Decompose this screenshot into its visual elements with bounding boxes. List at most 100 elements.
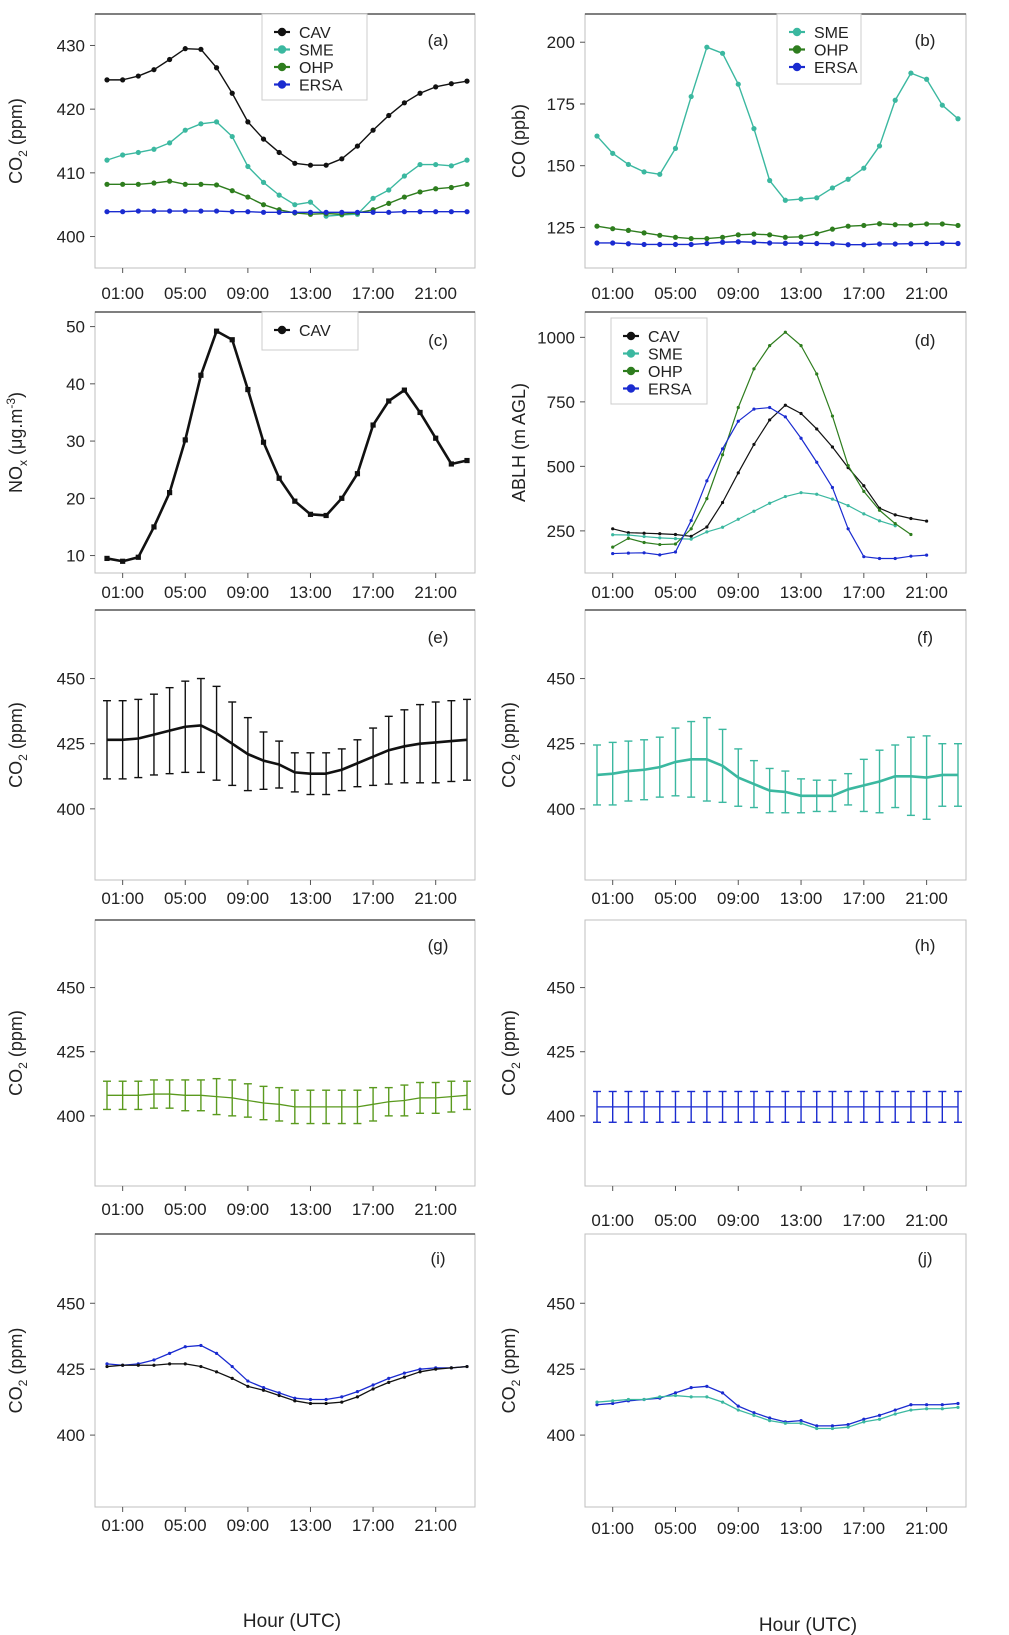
data-point xyxy=(307,511,314,517)
data-point xyxy=(245,119,251,125)
data-point xyxy=(417,409,423,416)
data-point xyxy=(955,222,961,229)
data-point xyxy=(213,328,220,334)
y-tick-label: 125 xyxy=(547,218,575,237)
data-point xyxy=(121,1363,125,1367)
data-point xyxy=(626,533,630,537)
data-point xyxy=(433,161,439,168)
data-point xyxy=(401,194,407,200)
data-point xyxy=(751,126,757,132)
data-point xyxy=(198,372,204,378)
data-point xyxy=(229,90,235,96)
data-point xyxy=(768,1418,772,1423)
data-point xyxy=(464,209,470,215)
y-tick-label: 30 xyxy=(66,432,85,451)
data-point xyxy=(213,208,220,214)
data-point xyxy=(230,1364,234,1369)
data-point xyxy=(135,208,141,214)
data-point xyxy=(182,46,188,52)
x-tick-label: 17:00 xyxy=(843,889,886,908)
data-point xyxy=(199,1343,203,1348)
x-tick-label: 05:00 xyxy=(654,583,697,602)
data-point xyxy=(719,239,726,245)
data-point xyxy=(830,445,835,449)
y-tick-label: 200 xyxy=(547,33,575,52)
chart-panels: 01:00 05:00 09:00 13:00 17:00 21:00 400 410 420 4… xyxy=(4,13,967,1538)
x-tick-label: 21:00 xyxy=(905,284,948,303)
data-point xyxy=(783,403,787,407)
data-point xyxy=(213,182,220,188)
y-tick-label: 20 xyxy=(66,489,85,508)
data-point xyxy=(720,447,725,451)
legend: CAV xyxy=(261,311,359,351)
data-point xyxy=(782,197,788,203)
data-point xyxy=(689,527,693,531)
x-tick-label: 13:00 xyxy=(780,284,823,303)
data-point xyxy=(448,209,454,215)
data-point xyxy=(893,522,897,526)
data-point xyxy=(768,418,772,422)
data-point xyxy=(768,501,772,505)
data-point xyxy=(719,234,726,240)
series-line-OHP xyxy=(612,331,912,548)
data-point xyxy=(940,1403,944,1407)
y-tick-label: 750 xyxy=(547,393,575,412)
panel-i: 01:00 05:00 09:00 13:00 17:00 21:00 400 425 450 C… xyxy=(6,1233,476,1535)
data-point xyxy=(876,241,883,247)
legend-label: SME xyxy=(814,25,849,42)
data-point xyxy=(876,221,883,227)
data-point xyxy=(736,1408,740,1412)
data-point xyxy=(720,500,725,505)
data-point xyxy=(845,223,851,229)
data-point xyxy=(736,419,740,423)
y-tick-label: 420 xyxy=(57,100,85,119)
data-point xyxy=(845,242,851,248)
x-tick-label: 13:00 xyxy=(289,1200,332,1219)
panel-a: 01:00 05:00 09:00 13:00 17:00 21:00 400 410 420 4… xyxy=(6,13,476,303)
legend-swatch-marker xyxy=(277,45,287,54)
series-line-OHP xyxy=(596,223,959,240)
legend-swatch-marker xyxy=(277,62,287,72)
data-point xyxy=(104,157,110,163)
y-tick-label: 450 xyxy=(547,670,575,689)
data-point xyxy=(120,209,126,215)
x-tick-label: 13:00 xyxy=(289,284,332,303)
legend-swatch-marker xyxy=(792,45,802,54)
data-point xyxy=(672,241,679,248)
data-point xyxy=(260,136,267,142)
data-point xyxy=(610,240,616,246)
data-point xyxy=(151,67,157,73)
data-point xyxy=(292,209,298,215)
data-point xyxy=(246,1379,250,1383)
data-point xyxy=(814,240,820,247)
data-point xyxy=(214,1351,219,1355)
y-tick-label: 400 xyxy=(57,228,85,247)
y-tick-label: 1000 xyxy=(537,328,575,347)
data-point xyxy=(167,489,173,496)
data-point xyxy=(323,162,329,168)
data-point xyxy=(876,143,883,149)
data-point xyxy=(704,235,710,242)
data-point xyxy=(387,1380,391,1384)
data-point xyxy=(182,208,188,214)
series-line-SME xyxy=(596,46,959,201)
x-tick-label: 01:00 xyxy=(591,583,634,602)
data-point xyxy=(276,149,282,156)
data-point xyxy=(798,196,804,202)
data-point xyxy=(594,223,600,229)
series-line-CAV xyxy=(107,724,468,775)
data-point xyxy=(705,1384,709,1388)
data-point xyxy=(277,1391,281,1395)
x-tick-label: 13:00 xyxy=(780,889,823,908)
data-point xyxy=(277,1393,281,1398)
x-tick-label: 01:00 xyxy=(591,1519,634,1538)
data-point xyxy=(846,503,850,508)
data-point xyxy=(339,495,345,501)
data-point xyxy=(402,1375,406,1379)
legend-swatch-marker xyxy=(277,80,287,89)
y-tick-label: 450 xyxy=(57,670,85,689)
data-point xyxy=(799,491,803,495)
data-point xyxy=(782,234,788,240)
x-tick-label: 13:00 xyxy=(780,1211,823,1230)
